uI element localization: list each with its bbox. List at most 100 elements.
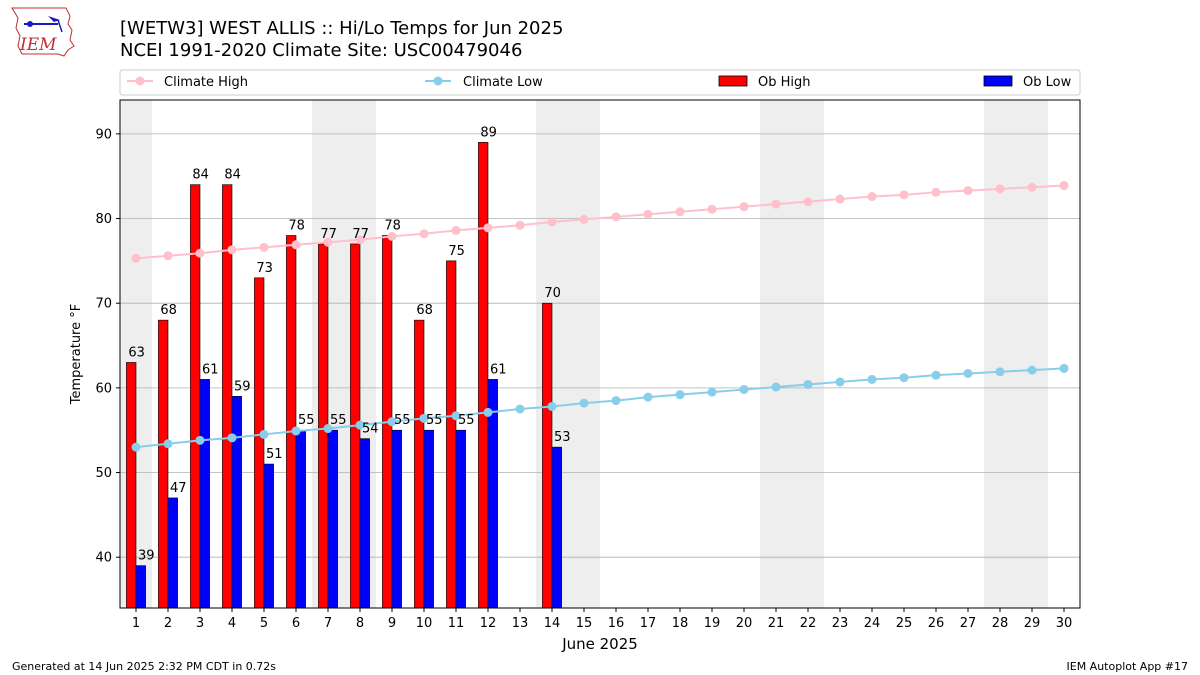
ob-low-label: 51 <box>266 447 283 462</box>
legend-frame <box>119 69 1081 96</box>
ob-low-label: 55 <box>426 413 443 428</box>
climate-high-point <box>643 209 653 219</box>
climate-high-point <box>899 190 909 200</box>
ob-low-bar <box>455 429 466 609</box>
ob-high-label: 84 <box>224 168 241 183</box>
climate-high-point <box>323 237 333 247</box>
ob-high-label: 73 <box>256 261 273 276</box>
climate-low-point <box>291 426 301 436</box>
climate-high-point <box>131 253 141 263</box>
x-tick-label: 27 <box>960 616 977 631</box>
x-tick-label: 5 <box>260 616 268 631</box>
climate-low-point <box>643 392 653 402</box>
x-tick-label: 19 <box>704 616 721 631</box>
x-tick-label: 18 <box>672 616 689 631</box>
climate-high-point <box>579 214 589 224</box>
ob-high-bar <box>126 362 137 609</box>
y-axis-label: Temperature °F <box>69 304 84 405</box>
climate-high-point <box>163 251 173 261</box>
ob-low-label: 55 <box>394 413 411 428</box>
legend-ob-high-swatch <box>718 75 748 87</box>
legend-climate-high-marker <box>135 76 145 86</box>
climate-high-point <box>1027 182 1037 192</box>
x-tick-label: 17 <box>640 616 657 631</box>
ob-high-label: 78 <box>384 218 401 233</box>
ob-low-bar <box>263 463 274 609</box>
logo-text: IEM <box>19 35 57 55</box>
y-tick-label: 90 <box>95 127 112 142</box>
ob-high-bar <box>286 235 297 609</box>
ob-low-label: 55 <box>298 413 315 428</box>
x-tick-label: 26 <box>928 616 945 631</box>
ob-high-bar <box>414 319 425 609</box>
y-tick-label: 50 <box>95 466 112 481</box>
weekend-band <box>984 100 1016 608</box>
climate-low-point <box>707 387 717 397</box>
ob-low-label: 39 <box>138 549 155 564</box>
legend-climate-low-marker <box>433 76 443 86</box>
ob-low-bar <box>391 429 402 609</box>
climate-low-point <box>931 370 941 380</box>
climate-low-point <box>387 417 397 427</box>
climate-low-point <box>675 390 685 400</box>
x-tick-label: 16 <box>608 616 625 631</box>
ob-low-label: 55 <box>458 413 475 428</box>
climate-high-point <box>803 197 813 207</box>
ob-high-label: 77 <box>320 227 337 242</box>
x-tick-label: 2 <box>164 616 172 631</box>
climate-high-point <box>995 184 1005 194</box>
x-tick-label: 14 <box>544 616 561 631</box>
climate-high-point <box>547 217 557 227</box>
climate-low-point <box>163 439 173 449</box>
ob-high-label: 63 <box>128 345 145 360</box>
climate-high-point <box>771 199 781 209</box>
x-tick-label: 1 <box>132 616 140 631</box>
x-tick-label: 28 <box>992 616 1009 631</box>
climate-low-point <box>1059 363 1069 373</box>
climate-high-line <box>135 184 1065 260</box>
ob-low-label: 61 <box>490 362 507 377</box>
ob-high-label: 78 <box>288 218 305 233</box>
x-tick-label: 23 <box>832 616 849 631</box>
ob-high-label: 89 <box>480 125 497 140</box>
legend: Climate High Climate Low Ob High Ob Low <box>119 69 1081 96</box>
legend-ob-low-swatch <box>983 75 1013 87</box>
y-tick-label: 70 <box>95 297 112 312</box>
x-tick-label: 13 <box>512 616 529 631</box>
climate-high-point <box>227 245 237 255</box>
climate-high-point <box>483 223 493 233</box>
climate-high-point <box>963 186 973 196</box>
x-tick-label: 6 <box>292 616 300 631</box>
climate-high-point <box>675 207 685 217</box>
iem-logo: IEM <box>11 7 75 57</box>
ob-low-bar <box>231 396 242 609</box>
climate-low-point <box>739 385 749 395</box>
chart-title: [WETW3] WEST ALLIS :: Hi/Lo Temps for Ju… <box>120 18 564 39</box>
x-tick-label: 21 <box>768 616 785 631</box>
climate-low-point <box>451 411 461 421</box>
ob-high-bar <box>254 277 265 609</box>
climate-low-point <box>899 373 909 383</box>
ob-high-label: 75 <box>448 244 465 259</box>
weekend-band <box>1016 100 1048 608</box>
climate-low-point <box>1027 365 1037 375</box>
climate-low-point <box>771 382 781 392</box>
ob-low-bar <box>295 429 306 609</box>
climate-low-point <box>259 429 269 439</box>
ob-low-bar <box>423 429 434 609</box>
weekend-band <box>760 100 792 608</box>
ob-high-label: 84 <box>192 168 209 183</box>
x-tick-label: 25 <box>896 616 913 631</box>
climate-low-point <box>835 377 845 387</box>
climate-low-point <box>803 379 813 389</box>
climate-high-point <box>291 240 301 250</box>
climate-low-point <box>195 435 205 445</box>
plot-frame <box>119 99 1081 609</box>
climate-low-point <box>419 413 429 423</box>
ob-low-bar <box>359 438 370 609</box>
ob-high-bar <box>158 319 169 609</box>
data-labels: 63 68 84 84 73 78 77 77 78 68 75 89 70 39 47 61 59 51 55 55… <box>128 125 570 563</box>
climate-low-line <box>135 367 1065 449</box>
climate-low-point <box>579 398 589 408</box>
x-tick-label: 8 <box>356 616 364 631</box>
